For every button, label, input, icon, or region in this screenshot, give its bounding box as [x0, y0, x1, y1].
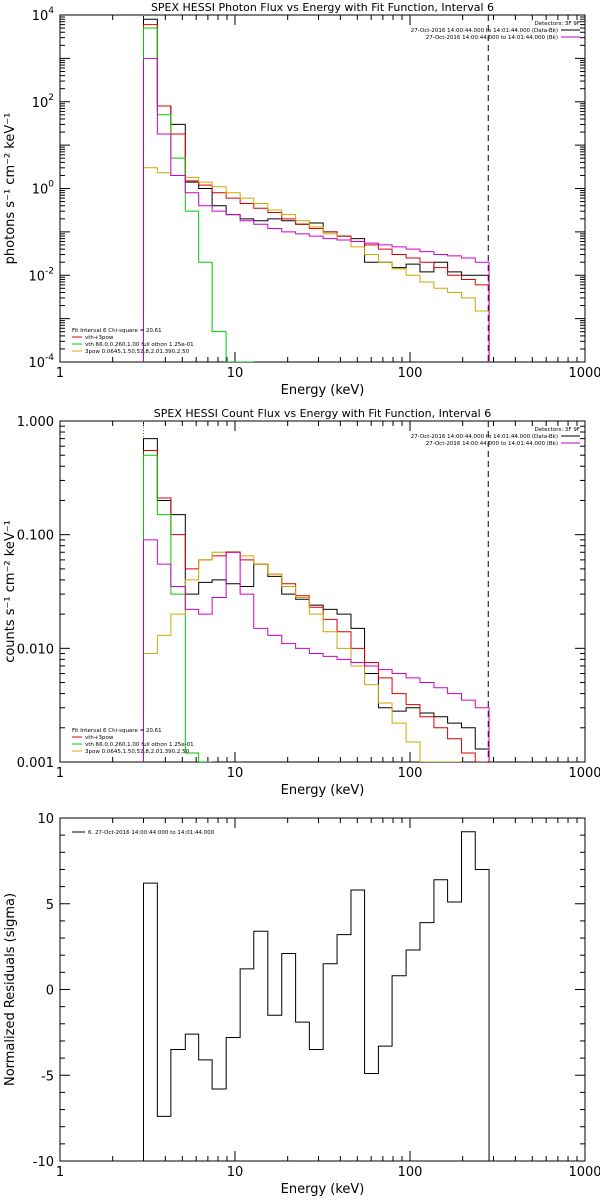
x-tick-label: 10	[227, 766, 244, 781]
legend-bottom-title: Fit Interval 6 Chi-square = 20.61	[72, 328, 162, 334]
y-tick-label-base: 10	[32, 183, 49, 198]
y-axis-label: photons s⁻¹ cm⁻² keV⁻¹	[3, 113, 18, 265]
legend-top-title: Detectors: 3F 9F	[534, 21, 580, 27]
y-axis-label: counts s⁻¹ cm⁻² keV⁻¹	[3, 520, 18, 663]
x-tick-label: 100	[398, 1165, 423, 1180]
series-5-line	[142, 57, 490, 362]
legend-top: 6. 27-Oct-2016 14:00:44.000 to 14:01:44.…	[72, 830, 215, 836]
legend-entry-label: 27-Oct-2016 14:00:44.000 to 14:01:44.000…	[411, 434, 558, 440]
y-tick-label: 0.010	[17, 642, 54, 657]
x-tick-label: 1	[56, 1165, 64, 1180]
y-tick-label: 1.000	[17, 415, 54, 430]
legend-entry-label: 3pow 0.0645,1.50,52.8,2.01,390,2.50	[85, 349, 190, 355]
y-tick-label-exponent: -2	[45, 266, 54, 276]
y-tick-label: 102	[32, 93, 54, 111]
y-tick-label-base: 10	[28, 356, 45, 371]
y-tick-label-base: 10	[32, 96, 49, 111]
series-2-line	[142, 450, 490, 762]
y-tick-label: 0.100	[17, 529, 54, 544]
legend-bottom: Fit Interval 6 Chi-square = 20.61vth+3po…	[72, 728, 194, 755]
y-tick-label: 10-4	[28, 353, 54, 371]
x-axis-label: Energy (keV)	[281, 783, 365, 798]
x-axis-label: Energy (keV)	[281, 383, 365, 398]
y-axis-label: Normalized Residuals (sigma)	[3, 893, 18, 1086]
legend-bottom: Fit Interval 6 Chi-square = 20.61vth+3po…	[72, 328, 194, 355]
y-tick-label: 5	[46, 898, 54, 913]
legend-entry-label: vth 66.0,0.260,1.00 full othon 1.25e-01	[85, 742, 194, 748]
plot-frame	[59, 817, 586, 1162]
panel-3: 1 10 100 1000 Energy (keV) -10 -5 0 5 10 Normalize…	[3, 812, 600, 1197]
series-5-line	[142, 539, 490, 762]
series-group	[142, 18, 490, 362]
legend-entry-label: 27-Oct-2016 14:00:44.000 to 14:01:44.000…	[411, 28, 558, 34]
plot-frame	[59, 420, 586, 763]
x-tick-label: 1	[56, 366, 64, 381]
series-3-line	[142, 454, 213, 762]
legend-bottom-title: Fit Interval 6 Chi-square = 20.61	[72, 728, 162, 734]
panel-1: SPEX HESSI Photon Flux vs Energy with Fi…	[3, 1, 600, 398]
legend-entry-label: 27-Oct-2016 14:00:44.000 to 14:01:44.000…	[426, 441, 558, 447]
legend-entry-label: vth+3pow	[85, 335, 114, 341]
y-tick-label: 104	[32, 6, 55, 24]
y-tick-label-base: 10	[32, 9, 49, 24]
y-tick-label-exponent: 2	[48, 93, 54, 103]
chart-title: SPEX HESSI Photon Flux vs Energy with Fi…	[151, 1, 494, 14]
series-1-line	[142, 438, 490, 762]
series-4-line	[142, 167, 490, 362]
x-tick-label: 1	[56, 766, 64, 781]
legend-entry-label: vth 66.0,0.260,1.00 full othon 1.25e-01	[85, 342, 194, 348]
x-tick-label: 1000	[568, 766, 600, 781]
y-tick-label: 100	[32, 180, 55, 198]
legend-entry-label: vth+3pow	[85, 735, 114, 741]
plot-frame	[59, 14, 586, 363]
y-tick-label: -10	[33, 1155, 54, 1170]
y-tick-label-exponent: -4	[45, 353, 54, 363]
y-tick-label-base: 10	[28, 269, 45, 284]
series-group	[142, 438, 490, 762]
x-axis-label: Energy (keV)	[281, 1182, 365, 1197]
x-tick-label: 1000	[568, 1165, 600, 1180]
x-tick-label: 1000	[568, 366, 600, 381]
legend-entry-label: 3pow 0.0645,1.50,52.8,2.01,390,2.50	[85, 749, 190, 755]
series-group	[142, 831, 490, 1161]
y-tick-label: -5	[41, 1069, 54, 1084]
series-2-line	[142, 24, 490, 362]
y-tick-label-exponent: 4	[48, 6, 54, 16]
y-tick-label: 10	[37, 812, 54, 827]
x-tick-label: 100	[398, 366, 423, 381]
y-tick-label: 10-2	[28, 266, 54, 284]
legend-top-title: Detectors: 3F 9F	[534, 427, 580, 433]
x-tick-label: 10	[227, 1165, 244, 1180]
legend-entry-label: 27-Oct-2016 14:00:44.000 to 14:01:44.000…	[426, 35, 558, 41]
series-1-line	[142, 18, 490, 362]
y-tick-label-exponent: 0	[48, 180, 54, 190]
y-tick-label: 0.001	[17, 756, 54, 771]
series-1-line	[142, 831, 490, 1161]
panel-2: SPEX HESSI Count Flux vs Energy with Fit…	[3, 407, 600, 798]
x-tick-label: 100	[398, 766, 423, 781]
chart-title: SPEX HESSI Count Flux vs Energy with Fit…	[154, 407, 491, 420]
x-tick-label: 10	[227, 366, 244, 381]
legend-entry-label: 6. 27-Oct-2016 14:00:44.000 to 14:01:44.…	[88, 830, 215, 836]
y-tick-label: 0	[46, 984, 54, 999]
series-4-line	[142, 551, 462, 762]
